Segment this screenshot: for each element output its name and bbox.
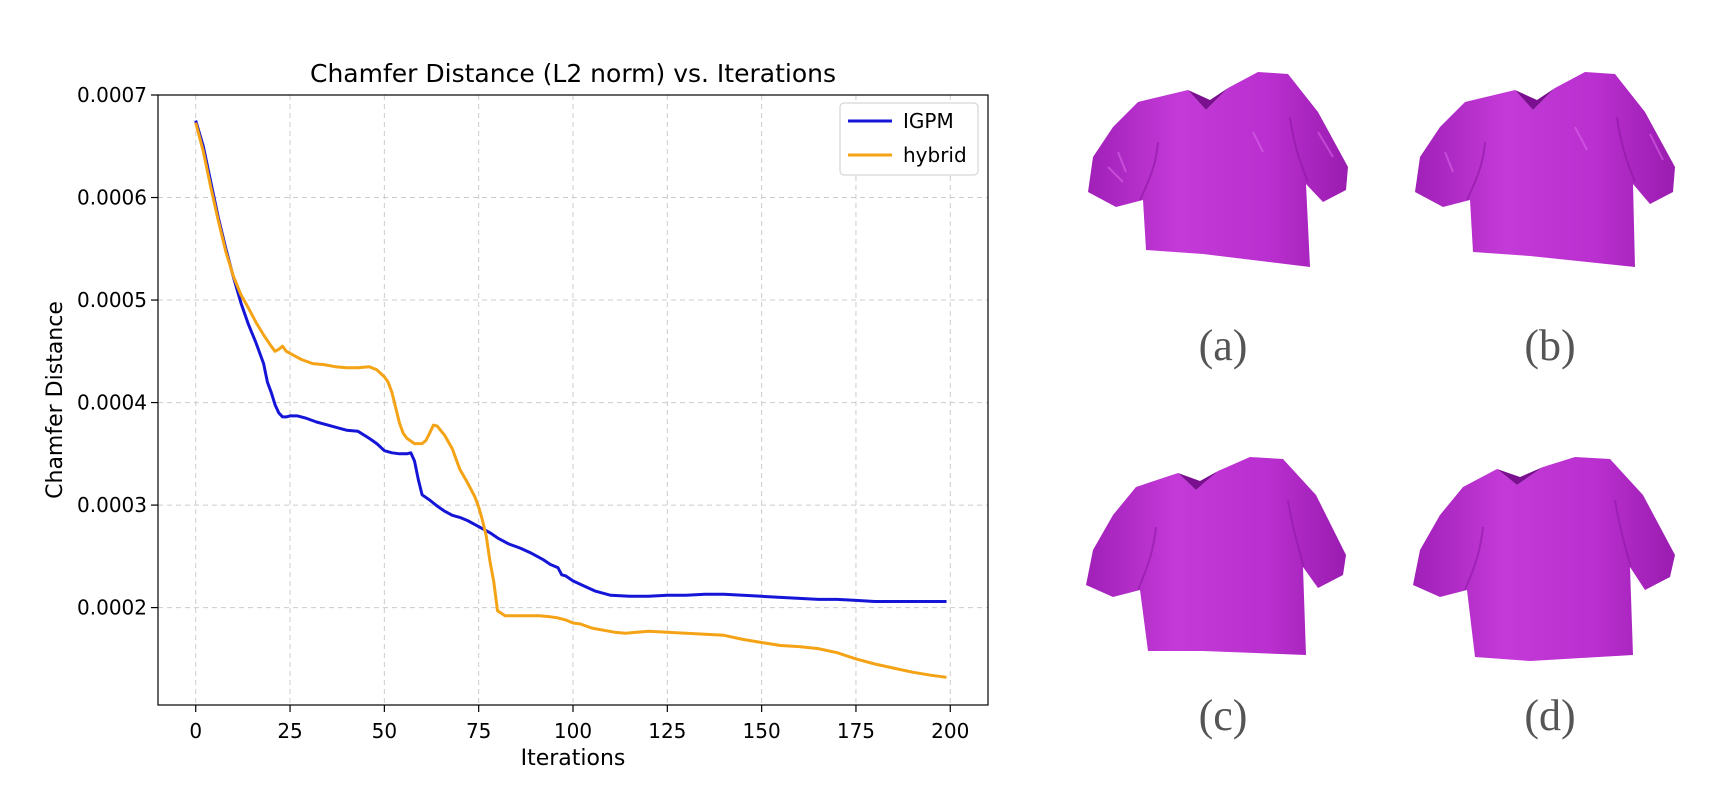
x-axis-label: Iterations	[521, 746, 626, 771]
y-axis-label: Chamfer Distance	[43, 301, 68, 499]
shirt-render-c	[1078, 455, 1368, 669]
series-layer	[194, 120, 947, 679]
shirt-image-c	[1086, 457, 1346, 655]
shirt-render-b	[1405, 72, 1695, 296]
x-tick-label: 150	[743, 719, 781, 743]
y-tick-label: 0.0003	[77, 493, 147, 517]
x-tick-label: 125	[648, 719, 686, 743]
y-tick-label: 0.0007	[77, 83, 147, 107]
x-tick-label: 100	[554, 719, 592, 743]
legend-label-igpm: IGPM	[903, 109, 954, 133]
caption-b: (b)	[1524, 321, 1576, 370]
legend: IGPM hybrid	[839, 102, 979, 176]
series-line-igpm	[194, 120, 947, 603]
shirt-image-d	[1413, 457, 1675, 661]
chamfer-chart: 0 25 50 75 100 125 150 175 200 0.0002 0.0003 0.0004…	[43, 59, 989, 771]
shirt-render-a	[1078, 72, 1368, 296]
chart-title: Chamfer Distance (L2 norm) vs. Iteration…	[310, 59, 836, 88]
shirt-image-a	[1088, 72, 1348, 267]
shirt-image-b	[1415, 72, 1675, 267]
y-tick-label: 0.0004	[77, 391, 147, 415]
legend-label-hybrid: hybrid	[903, 143, 967, 167]
caption-a: (a)	[1198, 321, 1248, 370]
shirt-render-d	[1405, 455, 1695, 669]
y-tick-label: 0.0002	[77, 596, 147, 620]
x-tick-label: 0	[189, 719, 202, 743]
x-tick-label: 50	[372, 719, 397, 743]
series-line-hybrid	[194, 122, 947, 679]
y-tick-label: 0.0005	[77, 288, 147, 312]
x-tick-label: 75	[466, 719, 491, 743]
x-tick-label: 25	[277, 719, 302, 743]
x-tick-label: 175	[837, 719, 875, 743]
y-tick-label: 0.0006	[77, 186, 147, 210]
caption-d: (d)	[1524, 691, 1576, 740]
caption-c: (c)	[1198, 691, 1248, 740]
ticks: 0 25 50 75 100 125 150 175 200 0.0002 0.0003 0.0004…	[77, 83, 969, 743]
grid	[158, 94, 988, 705]
x-tick-label: 200	[931, 719, 969, 743]
